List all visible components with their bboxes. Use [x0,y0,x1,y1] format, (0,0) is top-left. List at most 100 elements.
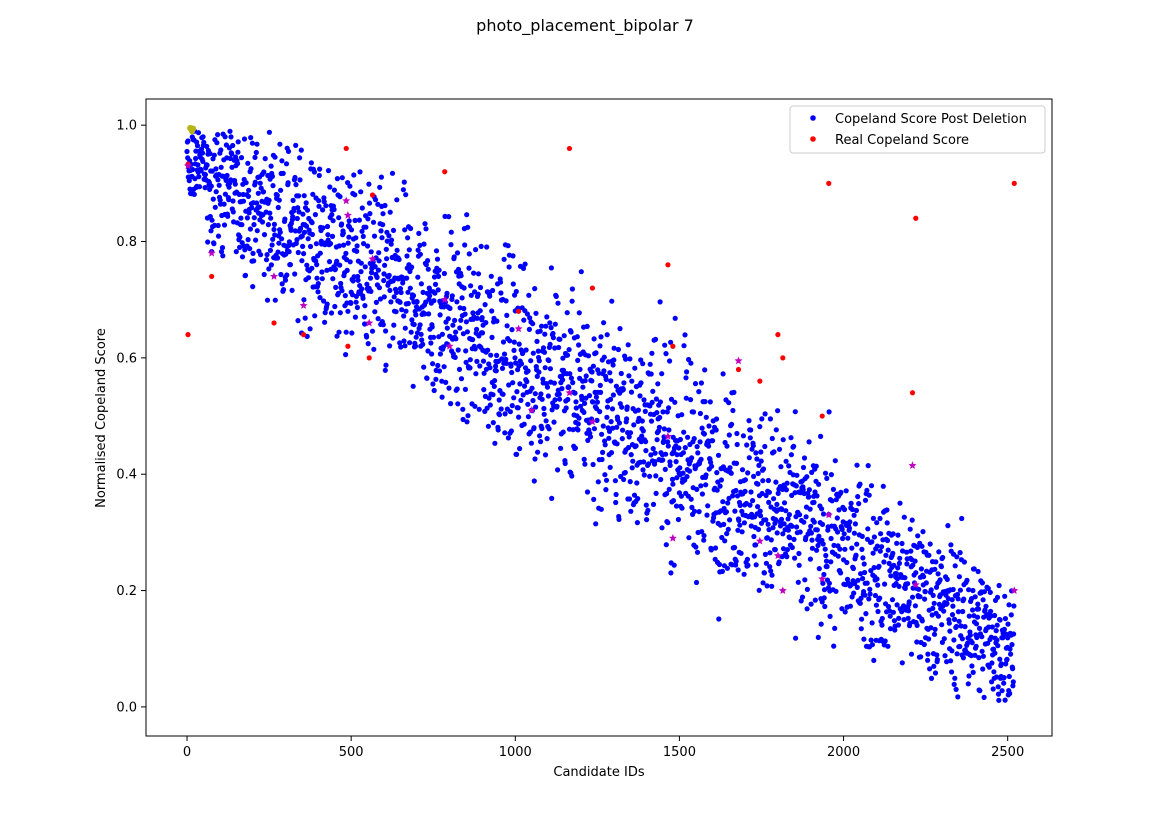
point-post-deletion [895,532,901,538]
point-post-deletion [254,141,260,147]
point-post-deletion [912,603,919,609]
point-post-deletion [962,624,968,630]
point-post-deletion [991,646,997,652]
point-post-deletion [219,245,226,251]
point-post-deletion [764,583,770,589]
point-post-deletion [822,603,828,610]
point-post-deletion [879,544,885,550]
point-post-deletion [275,249,281,255]
point-post-deletion [727,517,733,523]
point-post-deletion [565,396,571,403]
point-post-deletion [586,393,593,399]
point-post-deletion [359,228,365,234]
point-post-deletion [405,235,411,241]
point-post-deletion [531,425,537,431]
point-post-deletion [951,637,957,643]
point-post-deletion [454,386,460,392]
point-post-deletion [380,211,386,217]
point-post-deletion [397,286,403,292]
point-post-deletion [866,492,872,498]
point-post-deletion [440,344,446,350]
point-post-deletion [804,606,810,612]
point-post-deletion [667,358,673,364]
point-post-deletion [302,315,308,321]
point-star-marker [663,432,672,440]
point-post-deletion [758,449,764,455]
point-post-deletion [321,199,327,205]
point-star-marker [824,510,833,519]
point-post-deletion [277,141,283,147]
point-post-deletion [880,483,886,489]
point-post-deletion [787,535,793,541]
point-post-deletion [819,506,825,512]
point-post-deletion [339,288,345,294]
point-post-deletion [820,541,826,547]
point-post-deletion [994,637,1000,643]
point-post-deletion [783,487,790,493]
point-post-deletion [487,293,493,299]
point-post-deletion [673,503,680,509]
point-post-deletion [868,568,874,574]
point-post-deletion [272,232,278,238]
point-post-deletion [744,556,751,563]
point-post-deletion [887,626,894,632]
point-post-deletion [391,322,397,328]
point-post-deletion [548,265,555,271]
point-post-deletion [573,405,579,411]
point-post-deletion [381,277,387,284]
point-post-deletion [933,559,939,565]
point-post-deletion [320,207,326,213]
point-post-deletion [954,651,960,657]
point-post-deletion [412,343,419,349]
point-top-candidate [189,125,197,132]
point-post-deletion [353,235,359,241]
point-post-deletion [857,481,863,487]
point-post-deletion [751,533,757,540]
point-post-deletion [303,223,310,229]
point-post-deletion [890,609,897,615]
point-post-deletion [511,395,517,401]
point-post-deletion [762,443,768,450]
point-post-deletion [324,223,331,230]
point-post-deletion [590,461,596,468]
point-post-deletion [806,487,813,493]
point-post-deletion [372,197,379,203]
point-post-deletion [598,334,604,340]
point-post-deletion [796,550,802,557]
point-post-deletion [801,455,808,461]
point-post-deletion [849,545,855,551]
y-axis-label: Normalised Copeland Score [94,328,109,508]
point-post-deletion [839,526,845,533]
point-post-deletion [710,438,716,444]
point-post-deletion [343,329,349,335]
point-post-deletion [384,238,390,244]
point-post-deletion [337,262,343,268]
point-post-deletion [628,452,634,458]
point-post-deletion [261,271,267,278]
point-post-deletion [581,409,587,415]
point-post-deletion [560,429,566,435]
point-post-deletion [809,537,815,543]
point-post-deletion [215,233,222,239]
point-post-deletion [359,205,365,211]
point-post-deletion [727,465,733,471]
point-post-deletion [415,274,421,280]
point-post-deletion [914,544,921,551]
point-post-deletion [266,197,272,203]
point-post-deletion [384,256,390,262]
point-post-deletion [772,547,778,553]
point-post-deletion [960,608,966,615]
point-real-copeland [819,413,825,419]
point-post-deletion [930,605,936,612]
point-post-deletion [885,547,891,553]
point-post-deletion [858,571,864,577]
point-post-deletion [238,155,245,161]
point-post-deletion [633,443,639,449]
point-post-deletion [905,615,911,621]
point-post-deletion [437,351,443,357]
point-post-deletion [507,338,513,344]
point-post-deletion [289,287,295,293]
point-post-deletion [957,643,963,650]
point-post-deletion [454,299,460,305]
point-post-deletion [427,293,433,299]
